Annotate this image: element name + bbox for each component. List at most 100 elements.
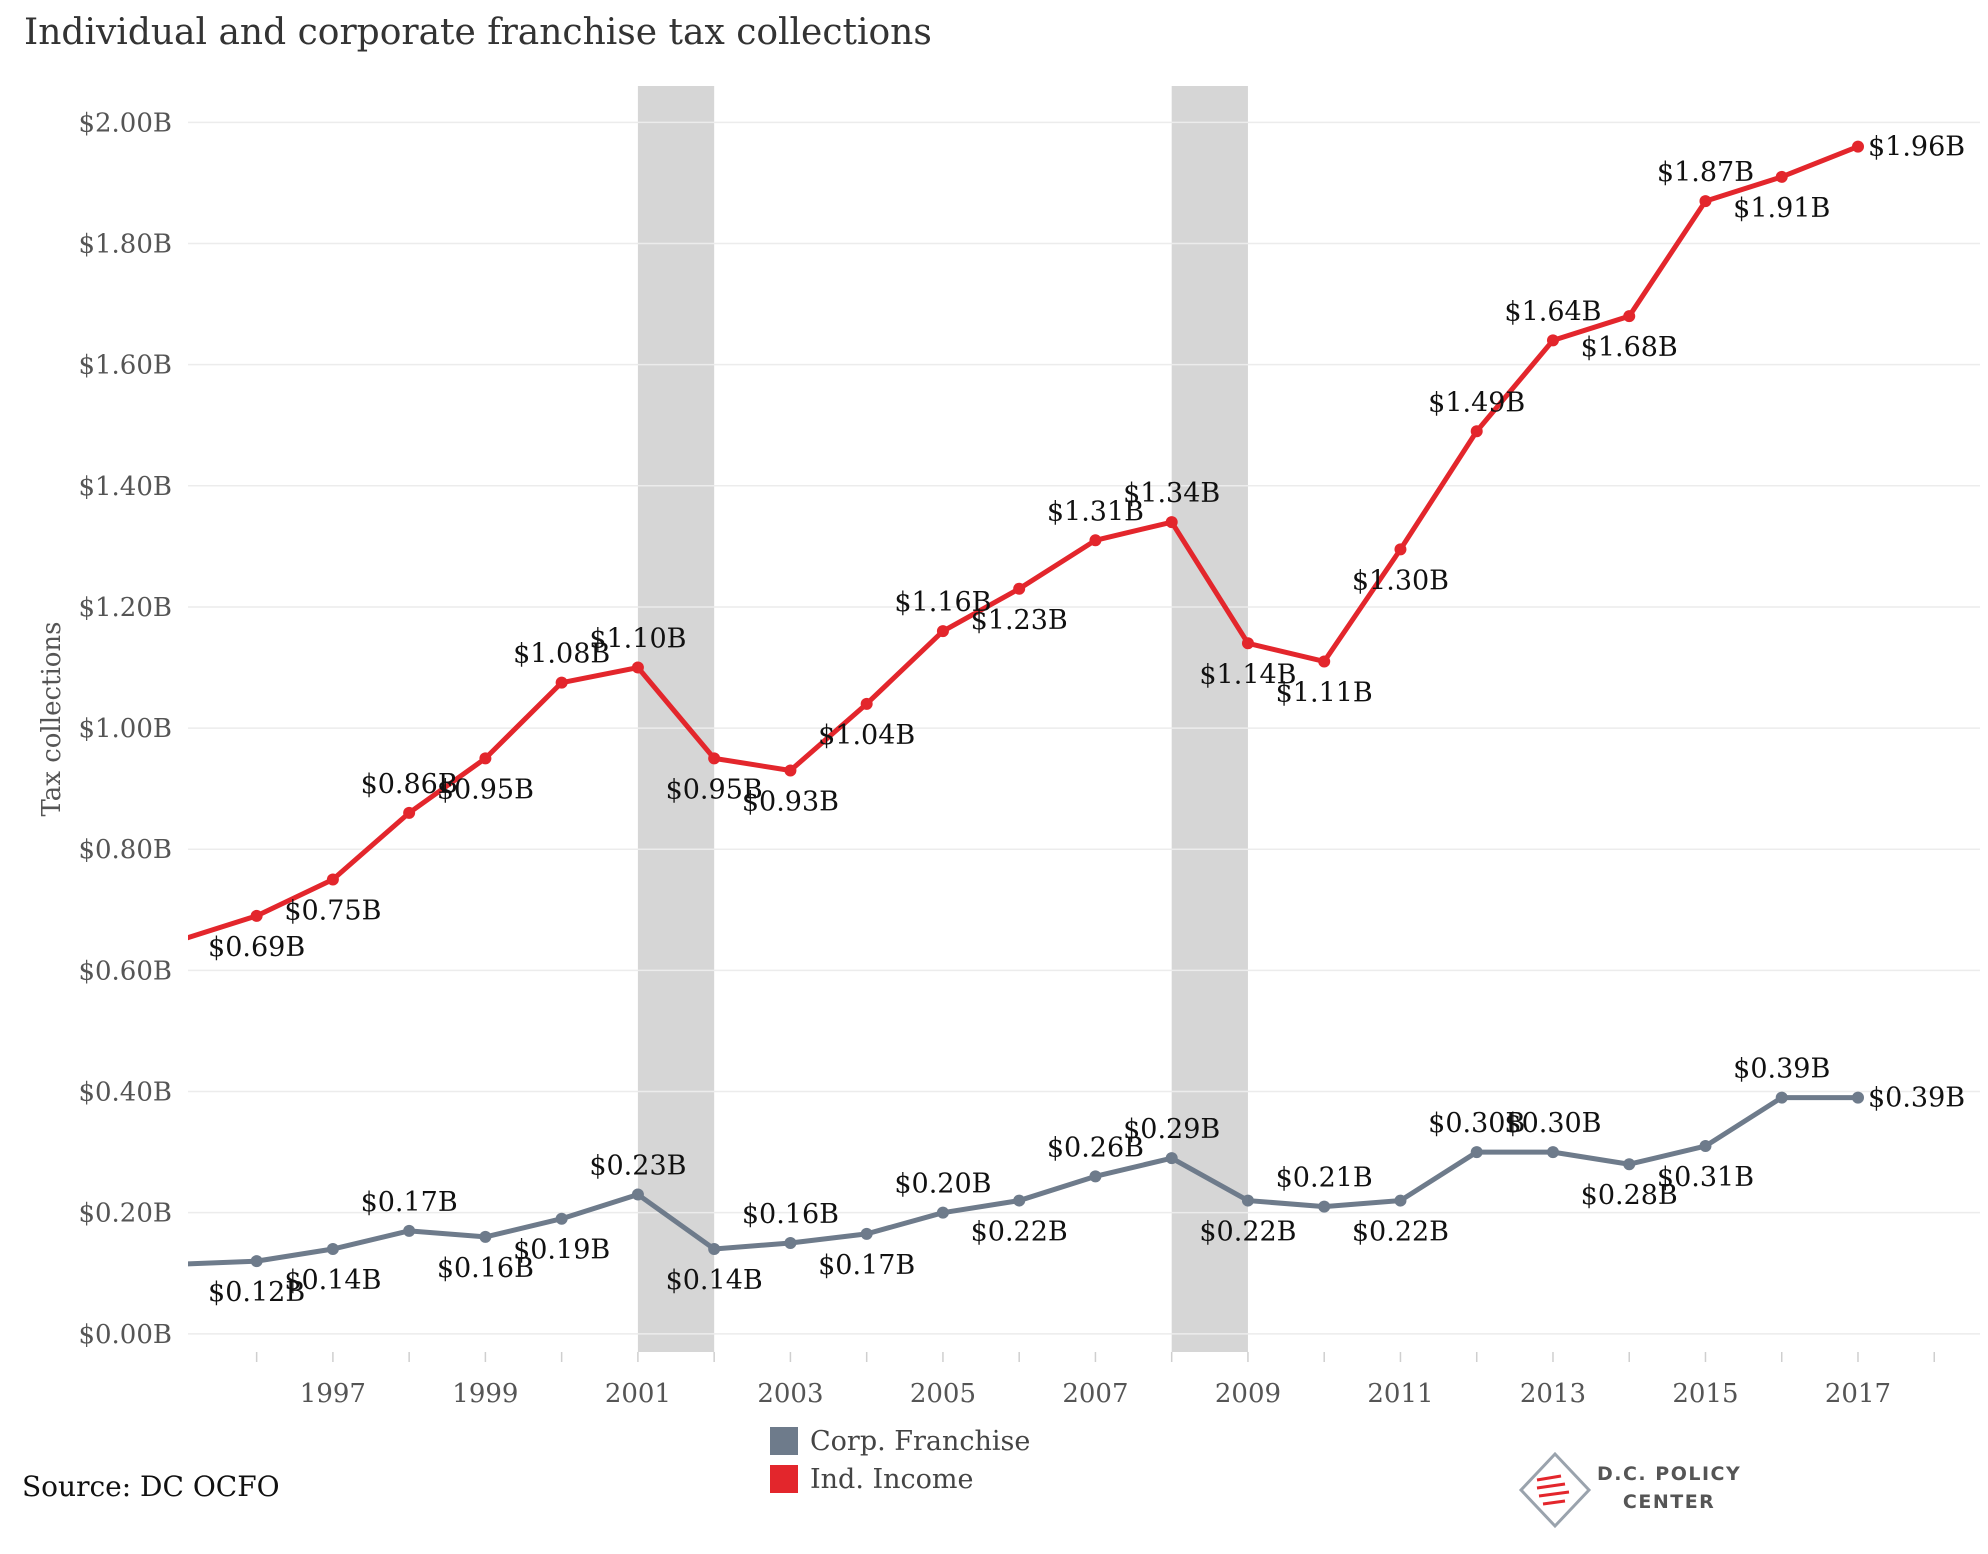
data-label-ind-income: $0.93B (742, 786, 839, 817)
data-point-ind-income[interactable] (708, 752, 721, 765)
data-point-ind-income[interactable] (936, 625, 949, 638)
data-label-ind-income: $1.10B (589, 624, 686, 655)
data-point-corp-franchise[interactable] (1318, 1200, 1331, 1213)
recession-band-0 (637, 86, 715, 1352)
data-point-ind-income[interactable] (1394, 543, 1407, 556)
data-label-ind-income: $0.75B (284, 896, 381, 927)
data-label-corp-franchise: $0.16B (437, 1253, 534, 1284)
data-point-ind-income[interactable] (1470, 425, 1483, 438)
y-tick-label: $2.00B (78, 108, 172, 138)
data-point-ind-income[interactable] (326, 873, 339, 886)
data-label-corp-franchise: $0.39B (1868, 1083, 1965, 1114)
x-tick-label: 2013 (1520, 1379, 1586, 1409)
data-point-corp-franchise[interactable] (1394, 1194, 1407, 1207)
data-point-corp-franchise[interactable] (936, 1206, 949, 1219)
x-tick-label: 2015 (1672, 1379, 1738, 1409)
legend-item-ind-income[interactable]: Ind. Income (770, 1460, 1030, 1498)
legend-swatch-corp-franchise (770, 1427, 798, 1455)
data-label-corp-franchise: $0.20B (894, 1169, 991, 1200)
y-tick-label: $1.80B (78, 229, 172, 259)
data-label-ind-income: $0.86B (361, 769, 458, 800)
data-point-ind-income[interactable] (1851, 140, 1864, 153)
data-point-ind-income[interactable] (631, 661, 644, 674)
data-point-ind-income[interactable] (1699, 195, 1712, 208)
data-point-corp-franchise[interactable] (250, 1255, 263, 1268)
data-point-ind-income[interactable] (555, 676, 568, 689)
data-label-corp-franchise: $0.28B (1581, 1180, 1678, 1211)
recession-band-1 (1171, 86, 1248, 1352)
data-label-corp-franchise: $0.23B (589, 1151, 686, 1182)
y-tick-label: $0.80B (78, 835, 172, 865)
data-point-corp-franchise[interactable] (1546, 1146, 1559, 1159)
data-point-corp-franchise[interactable] (1089, 1170, 1102, 1183)
data-point-ind-income[interactable] (1775, 170, 1788, 183)
data-point-ind-income[interactable] (1165, 516, 1178, 529)
y-tick-label: $1.00B (78, 714, 172, 744)
legend-swatch-ind-income (770, 1465, 798, 1493)
legend: Corp. Franchise Ind. Income (770, 1422, 1030, 1498)
source-note: Source: DC OCFO (22, 1470, 280, 1503)
data-point-corp-franchise[interactable] (1623, 1158, 1636, 1171)
data-point-corp-franchise[interactable] (1775, 1091, 1788, 1104)
data-point-ind-income[interactable] (1089, 534, 1102, 547)
data-point-corp-franchise[interactable] (326, 1243, 339, 1256)
data-label-ind-income: $0.69B (208, 932, 305, 963)
dc-map-icon (1518, 1451, 1592, 1529)
data-label-ind-income: $1.23B (971, 605, 1068, 636)
data-label-ind-income: $1.49B (1428, 387, 1525, 418)
data-point-ind-income[interactable] (1013, 582, 1026, 595)
y-tick-label: $0.00B (78, 1320, 172, 1350)
data-label-corp-franchise: $0.31B (1657, 1162, 1754, 1193)
data-point-corp-franchise[interactable] (860, 1227, 873, 1240)
legend-item-corp-franchise[interactable]: Corp. Franchise (770, 1422, 1030, 1460)
data-point-ind-income[interactable] (1546, 334, 1559, 347)
data-point-ind-income[interactable] (860, 697, 873, 710)
data-point-ind-income[interactable] (1623, 310, 1636, 323)
y-tick-label: $1.40B (78, 472, 172, 502)
y-tick-label: $0.60B (78, 956, 172, 986)
data-label-ind-income: $1.30B (1352, 565, 1449, 596)
data-label-ind-income: $1.14B (1199, 659, 1296, 690)
data-point-corp-franchise[interactable] (631, 1188, 644, 1201)
y-tick-label: $1.20B (78, 593, 172, 623)
data-label-corp-franchise: $0.22B (1352, 1217, 1449, 1248)
data-point-corp-franchise[interactable] (784, 1236, 797, 1249)
data-point-ind-income[interactable] (784, 764, 797, 777)
data-label-corp-franchise: $0.12B (208, 1277, 305, 1308)
legend-label-corp-franchise: Corp. Franchise (810, 1425, 1031, 1457)
data-point-ind-income[interactable] (250, 909, 263, 922)
data-point-corp-franchise[interactable] (555, 1212, 568, 1225)
x-tick-label: 2005 (910, 1379, 976, 1409)
series-line-ind-income (188, 144, 1859, 941)
data-label-corp-franchise: $0.17B (818, 1250, 915, 1281)
data-label-corp-franchise: $0.30B (1504, 1108, 1601, 1139)
data-label-ind-income: $1.04B (818, 720, 915, 751)
data-point-corp-franchise[interactable] (1699, 1140, 1712, 1153)
logo-line-1: D.C. POLICY (1597, 1463, 1742, 1485)
data-point-corp-franchise[interactable] (403, 1224, 416, 1237)
data-label-corp-franchise: $0.30B (1428, 1108, 1525, 1139)
data-point-ind-income[interactable] (479, 752, 492, 765)
x-tick-label: 2011 (1367, 1379, 1433, 1409)
data-label-corp-franchise: $0.21B (1276, 1163, 1373, 1194)
legend-label-ind-income: Ind. Income (810, 1463, 974, 1495)
data-point-corp-franchise[interactable] (1851, 1091, 1864, 1104)
x-tick-label: 2017 (1825, 1379, 1891, 1409)
data-point-corp-franchise[interactable] (708, 1243, 721, 1256)
logo-text: D.C. POLICY CENTER (1597, 1460, 1741, 1516)
data-label-corp-franchise: $0.26B (1047, 1132, 1144, 1163)
data-point-ind-income[interactable] (1241, 637, 1254, 650)
data-point-ind-income[interactable] (1318, 655, 1331, 668)
data-label-ind-income: $0.95B (437, 774, 534, 805)
x-tick-label: 2003 (757, 1379, 823, 1409)
data-label-ind-income: $1.64B (1504, 296, 1601, 327)
data-point-ind-income[interactable] (403, 806, 416, 819)
data-point-corp-franchise[interactable] (479, 1230, 492, 1243)
data-label-ind-income: $1.34B (1123, 478, 1220, 509)
data-point-corp-franchise[interactable] (1241, 1194, 1254, 1207)
data-point-corp-franchise[interactable] (1470, 1146, 1483, 1159)
data-point-corp-franchise[interactable] (1165, 1152, 1178, 1165)
data-label-corp-franchise: $0.16B (742, 1199, 839, 1230)
data-point-corp-franchise[interactable] (1013, 1194, 1026, 1207)
data-label-ind-income: $1.08B (513, 639, 610, 670)
